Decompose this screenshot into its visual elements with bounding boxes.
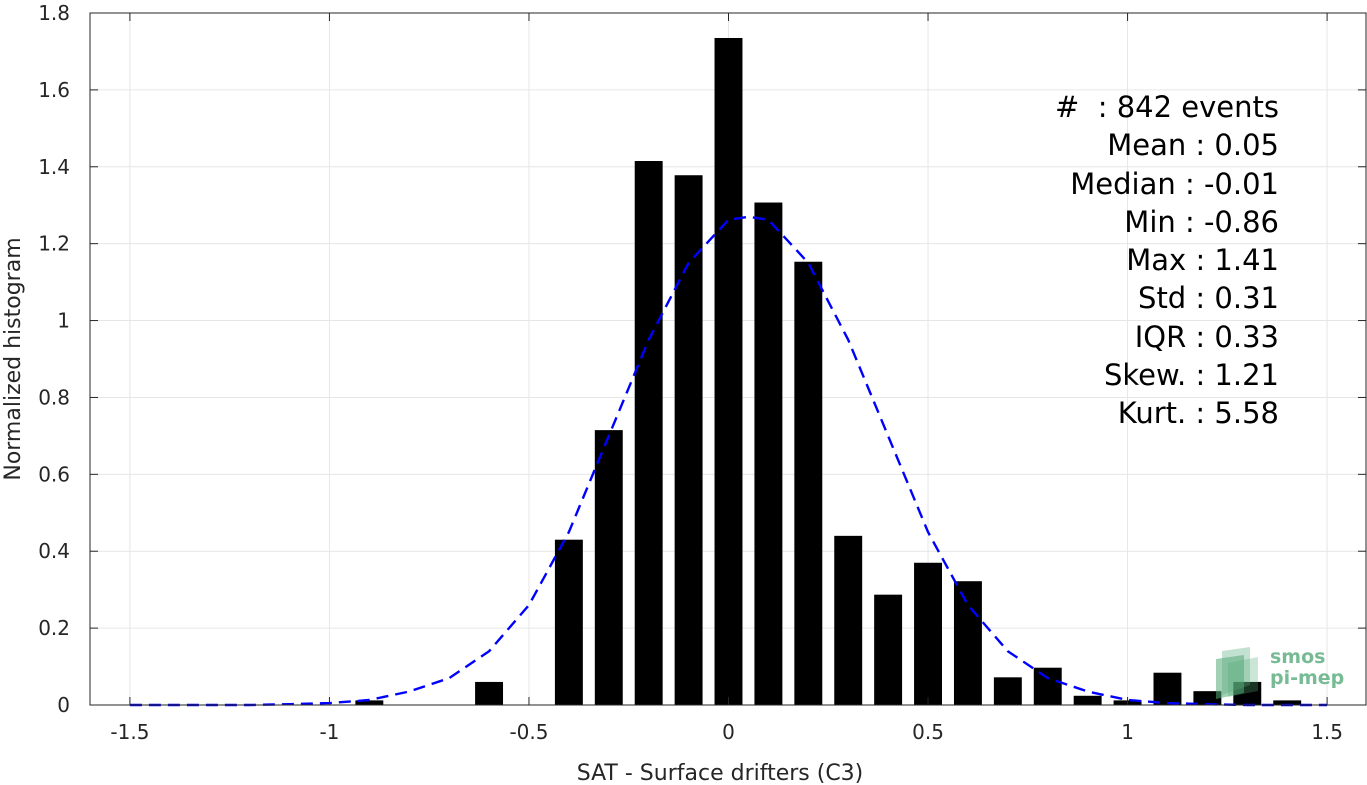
y-tick-label: 1.8 — [38, 1, 70, 25]
y-tick-label: 0.4 — [38, 539, 70, 563]
y-tick-label: 0.6 — [38, 462, 70, 486]
histogram-bar — [355, 700, 384, 705]
histogram-bar — [634, 161, 663, 705]
y-tick-label: 1.6 — [38, 78, 70, 102]
histogram-bar — [714, 37, 743, 705]
logo-line-2: pi-mep — [1270, 667, 1345, 689]
x-tick-label: 1.5 — [1311, 720, 1343, 744]
histogram-bar — [914, 562, 942, 705]
histogram-bar — [993, 677, 1022, 705]
stat-median: Median : -0.01 — [1070, 166, 1279, 201]
logo-line-1: smos — [1270, 646, 1326, 668]
stat-kurt: Kurt. : 5.58 — [1117, 396, 1279, 431]
x-tick-label: -0.5 — [509, 720, 548, 744]
x-tick-label: 0.5 — [912, 720, 944, 744]
histogram-bar — [1033, 667, 1062, 705]
y-tick-label: 0 — [57, 693, 70, 717]
histogram-bar — [794, 261, 823, 705]
x-axis-label: SAT - Surface drifters (C3) — [577, 761, 864, 785]
stat-min: Min : -0.86 — [1124, 204, 1279, 239]
x-tick-label: 1 — [1121, 720, 1134, 744]
logo-text: smos pi-mep — [1270, 647, 1344, 689]
y-axis-ticks: 0 0.2 0.4 0.6 0.8 1 1.2 1.4 1.6 1.8 — [38, 1, 1366, 717]
histogram-bar — [754, 202, 783, 705]
histogram-bar — [953, 581, 982, 705]
normal-fit-curve — [129, 215, 1328, 707]
x-tick-label: 0 — [722, 720, 735, 744]
y-axis-label: Normalized histogram — [1, 237, 26, 480]
y-tick-label: 0.8 — [38, 385, 70, 409]
histogram-bars — [355, 37, 1302, 706]
stat-max: Max : 1.41 — [1126, 243, 1279, 278]
histogram-bar — [1273, 700, 1302, 705]
stat-iqr: IQR : 0.33 — [1134, 319, 1279, 354]
histogram-bar — [834, 535, 863, 705]
histogram-bar — [475, 681, 504, 705]
x-tick-label: -1 — [319, 720, 339, 744]
y-tick-label: 1.4 — [38, 155, 70, 179]
histogram-bar — [1153, 672, 1182, 705]
stat-std: Std : 0.31 — [1138, 281, 1279, 316]
x-tick-label: -1.5 — [110, 720, 149, 744]
histogram-bar — [874, 594, 903, 705]
histogram-bar — [1073, 695, 1102, 705]
histogram-bar — [594, 430, 623, 705]
x-axis-ticks: -1.5 -1 -0.5 0 0.5 1 1.5 — [110, 13, 1343, 744]
logo-mark-icon — [1216, 647, 1258, 699]
histogram-bar — [674, 175, 703, 706]
y-tick-label: 1 — [57, 309, 70, 333]
statistics-panel: # : 842 events Mean : 0.05 Median : -0.0… — [1055, 88, 1279, 433]
stat-events: # : 842 events — [1055, 90, 1279, 124]
smos-pi-mep-logo: smos pi-mep — [1214, 645, 1354, 700]
y-tick-label: 1.2 — [38, 232, 70, 256]
histogram-bar — [1193, 691, 1222, 705]
y-tick-label: 0.2 — [38, 616, 70, 640]
stat-mean: Mean : 0.05 — [1107, 128, 1279, 163]
histogram-bar — [554, 539, 583, 705]
stat-skew: Skew. : 1.21 — [1103, 358, 1279, 393]
